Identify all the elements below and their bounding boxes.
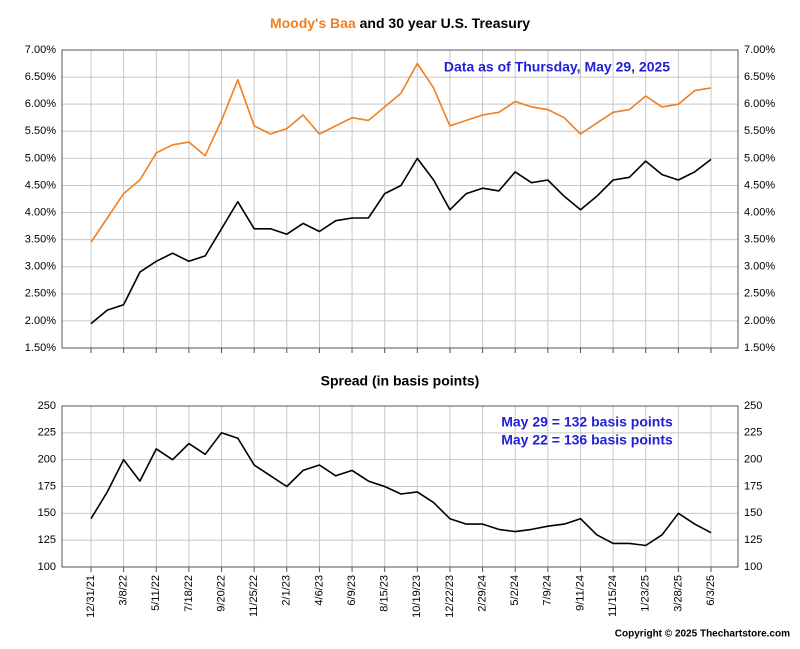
title-part: and 30 year U.S. Treasury	[360, 15, 531, 31]
y-tick-label: 4.00%	[25, 206, 56, 218]
y-tick-label: 4.50%	[25, 179, 56, 191]
y2-tick-label: 7.00%	[744, 44, 775, 56]
x-tick-label: 9/11/24	[574, 575, 586, 611]
title-part: Moody's Baa	[270, 15, 356, 31]
y-tick-label: 6.50%	[25, 71, 56, 83]
y-tick-label: 100	[38, 561, 56, 573]
y-tick-label: 6.00%	[25, 98, 56, 110]
y2-tick-label: 1.50%	[744, 342, 775, 354]
annotation: Data as of Thursday, May 29, 2025	[444, 59, 670, 75]
x-tick-label: 8/15/23	[379, 575, 391, 612]
y2-tick-label: 3.00%	[744, 261, 775, 273]
y2-tick-label: 150	[744, 507, 762, 519]
y2-tick-label: 3.50%	[744, 234, 775, 246]
y-tick-label: 5.00%	[25, 152, 56, 164]
x-tick-label: 2/29/24	[476, 575, 488, 612]
y-tick-label: 200	[38, 454, 56, 466]
y2-tick-label: 5.50%	[744, 125, 775, 137]
x-tick-label: 5/11/22	[150, 575, 162, 611]
x-tick-label: 6/9/23	[346, 575, 358, 606]
data-line	[90, 432, 712, 547]
x-tick-label: 2/1/23	[281, 575, 293, 606]
y2-tick-label: 2.00%	[744, 315, 775, 327]
y-tick-label: 3.50%	[25, 234, 56, 246]
data-line	[90, 157, 712, 325]
x-tick-label: 1/23/25	[640, 575, 652, 612]
x-tick-label: 7/18/22	[183, 575, 195, 612]
y2-tick-label: 6.50%	[744, 71, 775, 83]
y-tick-label: 3.00%	[25, 261, 56, 273]
y2-tick-label: 4.50%	[744, 179, 775, 191]
y-tick-label: 1.50%	[25, 342, 56, 354]
y2-tick-label: 2.50%	[744, 288, 775, 300]
y2-tick-label: 5.00%	[744, 152, 775, 164]
y-tick-label: 2.50%	[25, 288, 56, 300]
y2-tick-label: 125	[744, 534, 762, 546]
y-tick-label: 2.00%	[25, 315, 56, 327]
plot-border	[61, 49, 739, 349]
annotation: May 29 = 132 basis points	[501, 414, 673, 430]
y2-tick-label: 4.00%	[744, 206, 775, 218]
x-tick-label: 12/31/21	[85, 575, 97, 618]
y2-tick-label: 100	[744, 561, 762, 573]
y2-tick-label: 175	[744, 480, 762, 492]
plot-area	[61, 49, 739, 349]
chart-title: Moody's Baa and 30 year U.S. Treasury	[270, 15, 530, 31]
x-tick-label: 3/28/25	[672, 575, 684, 612]
y-tick-label: 225	[38, 427, 56, 439]
plot-border	[61, 405, 739, 568]
y2-tick-label: 225	[744, 427, 762, 439]
y-tick-label: 150	[38, 507, 56, 519]
y-tick-label: 175	[38, 480, 56, 492]
x-tick-label: 3/8/22	[118, 575, 130, 606]
x-tick-label: 7/9/24	[542, 575, 554, 606]
y-tick-label: 125	[38, 534, 56, 546]
chart-title: Spread (in basis points)	[321, 373, 480, 389]
x-tick-label: 5/2/24	[509, 575, 521, 606]
x-tick-label: 10/19/23	[411, 575, 423, 618]
y-tick-label: 5.50%	[25, 125, 56, 137]
y2-tick-label: 250	[744, 400, 762, 412]
y2-tick-label: 6.00%	[744, 98, 775, 110]
x-tick-label: 11/25/22	[248, 575, 260, 617]
x-tick-label: 4/6/23	[313, 575, 325, 606]
y-tick-label: 250	[38, 400, 56, 412]
x-tick-label: 9/20/22	[215, 575, 227, 612]
y-tick-label: 7.00%	[25, 44, 56, 56]
y2-tick-label: 200	[744, 454, 762, 466]
x-tick-label: 6/3/25	[705, 575, 717, 606]
data-line	[90, 62, 712, 243]
x-tick-label: 11/15/24	[607, 575, 619, 617]
x-tick-label: 12/22/23	[444, 575, 456, 618]
annotation: May 22 = 136 basis points	[501, 432, 673, 448]
footer: Copyright © 2025 Thechartstore.com	[615, 629, 790, 640]
